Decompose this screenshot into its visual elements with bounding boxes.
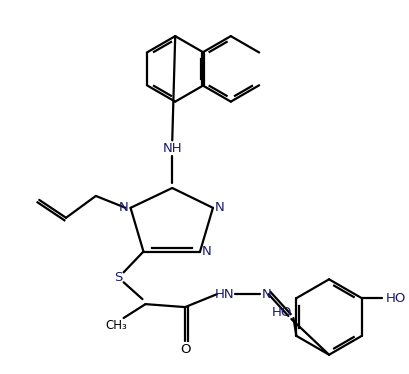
Text: NH: NH (162, 142, 182, 155)
Text: HO: HO (384, 292, 405, 305)
Text: HN: HN (214, 288, 234, 301)
Text: N: N (202, 245, 211, 258)
Text: O: O (180, 343, 190, 356)
Text: N: N (119, 201, 128, 214)
Text: S: S (114, 271, 123, 284)
Text: N: N (261, 288, 271, 301)
Text: HO: HO (271, 306, 291, 319)
Text: N: N (214, 201, 224, 214)
Text: CH₃: CH₃ (106, 319, 127, 332)
